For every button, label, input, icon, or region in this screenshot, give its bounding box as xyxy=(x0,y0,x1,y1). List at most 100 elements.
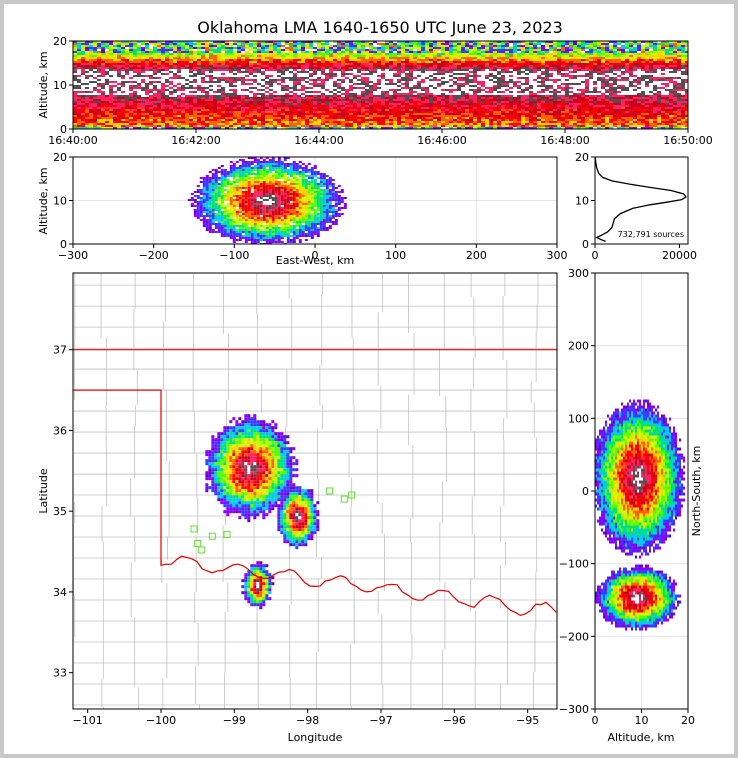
density-cell xyxy=(105,117,109,119)
density-cell xyxy=(217,61,221,63)
density-cell xyxy=(401,109,405,111)
density-cell xyxy=(109,87,113,89)
density-cell xyxy=(349,43,353,45)
density-cell xyxy=(465,59,469,61)
density-cell xyxy=(437,69,441,71)
density-cell xyxy=(353,85,357,87)
density-cell xyxy=(501,119,505,121)
density-cell xyxy=(249,101,253,103)
density-cell xyxy=(169,57,173,59)
density-cell xyxy=(473,97,477,99)
density-cell xyxy=(225,59,229,61)
density-cell xyxy=(329,83,333,85)
density-cell xyxy=(277,75,281,77)
density-cell xyxy=(345,73,349,75)
density-cell xyxy=(501,115,505,117)
density-cell xyxy=(233,103,237,105)
density-cell xyxy=(233,107,237,109)
density-cell xyxy=(513,67,517,69)
density-cell xyxy=(217,83,221,85)
density-cell xyxy=(73,119,77,121)
density-cell xyxy=(197,75,201,77)
density-cell xyxy=(345,117,349,119)
density-cell xyxy=(321,45,325,47)
density-cell xyxy=(521,89,525,91)
density-cell xyxy=(465,73,469,75)
density-cell xyxy=(161,81,165,83)
density-cell xyxy=(273,125,277,127)
density-cell xyxy=(393,69,397,71)
density-cell xyxy=(277,103,281,105)
density-cell xyxy=(141,103,145,105)
density-cell xyxy=(317,77,321,79)
density-cell xyxy=(181,49,185,51)
density-cell xyxy=(281,95,285,97)
density-cell xyxy=(369,49,373,51)
density-cell xyxy=(461,41,465,43)
density-cell xyxy=(249,107,253,109)
density-cell xyxy=(225,101,229,103)
density-cell xyxy=(425,123,429,125)
density-cell xyxy=(453,81,457,83)
density-cell xyxy=(429,115,433,117)
density-cell xyxy=(453,79,457,81)
density-cell xyxy=(177,71,181,73)
density-cell xyxy=(193,73,197,75)
density-cell xyxy=(465,121,469,123)
density-cell xyxy=(309,59,313,61)
density-cell xyxy=(201,123,205,125)
density-cell xyxy=(469,47,473,49)
density-cell xyxy=(481,83,485,85)
density-cell xyxy=(173,103,177,105)
density-cell xyxy=(113,43,117,45)
density-cell xyxy=(489,101,493,103)
density-cell xyxy=(429,109,433,111)
density-cell xyxy=(213,91,217,93)
density-cell xyxy=(317,87,321,89)
density-cell xyxy=(73,115,77,117)
density-cell xyxy=(257,109,261,111)
density-cell xyxy=(501,89,505,91)
density-cell xyxy=(429,73,433,75)
density-cell xyxy=(141,47,145,49)
density-cell xyxy=(117,71,121,73)
density-cell xyxy=(185,107,189,109)
density-cell xyxy=(145,81,149,83)
density-cell xyxy=(125,71,129,73)
density-cell xyxy=(325,45,329,47)
density-cell xyxy=(313,77,317,79)
density-cell xyxy=(289,49,293,51)
density-cell xyxy=(161,87,165,89)
density-cell xyxy=(409,61,413,63)
density-cell xyxy=(105,103,109,105)
density-cell xyxy=(253,43,257,45)
density-cell xyxy=(505,89,509,91)
density-cell xyxy=(241,79,245,81)
density-cell xyxy=(421,89,425,91)
density-cell xyxy=(193,65,197,67)
density-cell xyxy=(445,75,449,77)
density-cell xyxy=(357,117,361,119)
density-cell xyxy=(109,79,113,81)
density-cell xyxy=(93,59,97,61)
density-cell xyxy=(213,127,217,129)
density-cell xyxy=(181,41,185,43)
density-cell xyxy=(329,95,333,97)
density-cell xyxy=(349,71,353,73)
density-cell xyxy=(333,125,337,127)
density-cell xyxy=(357,97,361,99)
density-cell xyxy=(181,123,185,125)
density-cell xyxy=(265,47,269,49)
density-cell xyxy=(197,107,201,109)
density-cell xyxy=(253,117,257,119)
density-cell xyxy=(249,41,253,43)
density-cell xyxy=(181,67,185,69)
density-cell xyxy=(185,103,189,105)
density-cell xyxy=(317,89,321,91)
density-cell xyxy=(285,41,289,43)
density-cell xyxy=(141,71,145,73)
density-cell xyxy=(489,55,493,57)
density-cell xyxy=(413,99,417,101)
density-cell xyxy=(301,113,305,115)
density-cell xyxy=(353,93,357,95)
